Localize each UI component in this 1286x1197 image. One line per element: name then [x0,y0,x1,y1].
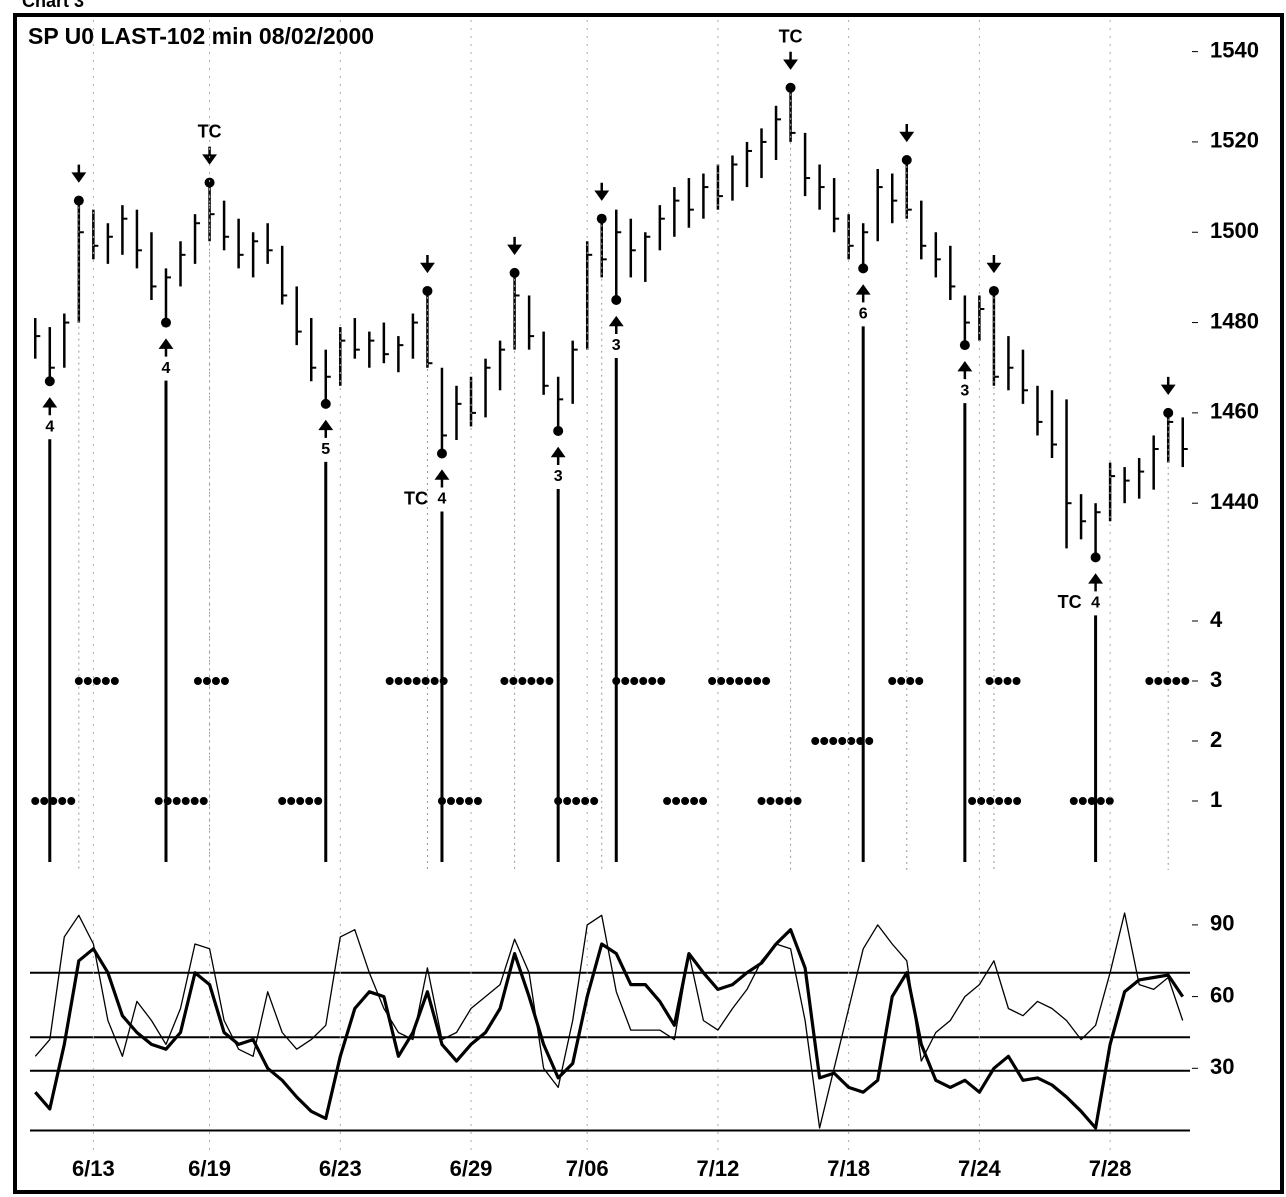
annotation: TC [779,26,803,46]
y-tick-label: 2 [1210,727,1222,752]
x-tick-label: 7/06 [566,1156,609,1181]
pivot-dot [959,340,970,351]
pivot-dot [44,376,55,387]
y-tick-label: 30 [1210,1054,1234,1079]
arrow [899,123,915,143]
pivot-dot [858,263,869,274]
x-tick-label: 6/19 [188,1156,231,1181]
pivot-dot [509,267,520,278]
x-tick-label: 7/24 [958,1156,1002,1181]
pivot-dot [785,82,796,93]
x-tick-label: 6/23 [319,1156,362,1181]
arrow [1088,573,1104,592]
arrow [42,397,58,416]
count-label: 5 [321,441,330,458]
count-label: 4 [162,360,171,377]
annotation: TC [198,121,222,141]
pivot-dot [436,448,447,459]
arrow [608,315,624,334]
arrow [550,446,566,465]
x-tick-label: 7/28 [1089,1156,1132,1181]
pivot-dot [422,285,433,296]
pivot-dot [1090,552,1101,563]
x-tick-label: 6/13 [72,1156,115,1181]
annotation: TC [404,488,428,508]
arrow [420,254,435,274]
pivot-dot [160,317,171,328]
arrow [1160,376,1176,396]
pivot-dot [1163,407,1174,418]
y-tick-label: 4 [1210,607,1223,632]
y-tick-label: 1460 [1210,399,1259,424]
oscillator-line [34,912,1184,1129]
count-label: 6 [859,306,868,323]
count-label: 3 [612,337,621,354]
x-tick-label: 7/12 [697,1156,740,1181]
annotation: TC [1058,592,1082,612]
y-tick-label: 1540 [1210,37,1259,62]
arrow [957,360,973,380]
arrow [434,469,450,488]
y-tick-label: 90 [1210,911,1234,936]
count-label: 3 [960,382,969,399]
y-tick-label: 3 [1210,667,1222,692]
y-tick-label: 1500 [1210,218,1259,243]
count-label: 4 [438,491,447,508]
pivot-dot [553,425,564,436]
arrow [71,164,87,183]
pivot-dot [204,177,215,188]
pivot-dot [988,285,999,296]
count-label: 4 [1091,595,1100,612]
arrow [594,182,610,201]
pivot-dot [611,294,622,305]
count-label: 3 [554,468,563,485]
frame [13,13,1284,1194]
y-tick-label: 60 [1210,982,1234,1007]
arrow [158,338,174,357]
x-tick-label: 6/29 [450,1156,493,1181]
arrow [986,254,1002,274]
oscillator-line [34,928,1185,1130]
chart-title: SP U0 LAST-102 min 08/02/2000 [28,23,374,49]
arrow [507,236,523,256]
arrow [855,284,871,303]
y-tick-label: 1520 [1210,128,1259,153]
count-label: 4 [45,418,54,435]
pivot-dot [320,398,331,409]
pivot-dot [73,195,84,206]
x-tick-label: 7/18 [827,1156,870,1181]
caption: Chart 3 [22,0,84,11]
pivot-dot [596,213,607,224]
arrow [783,51,798,70]
y-tick-label: 1480 [1210,308,1259,333]
arrow [318,419,334,438]
y-tick-label: 1440 [1210,489,1259,514]
y-tick-label: 1 [1210,787,1222,812]
pivot-dot [901,154,912,165]
